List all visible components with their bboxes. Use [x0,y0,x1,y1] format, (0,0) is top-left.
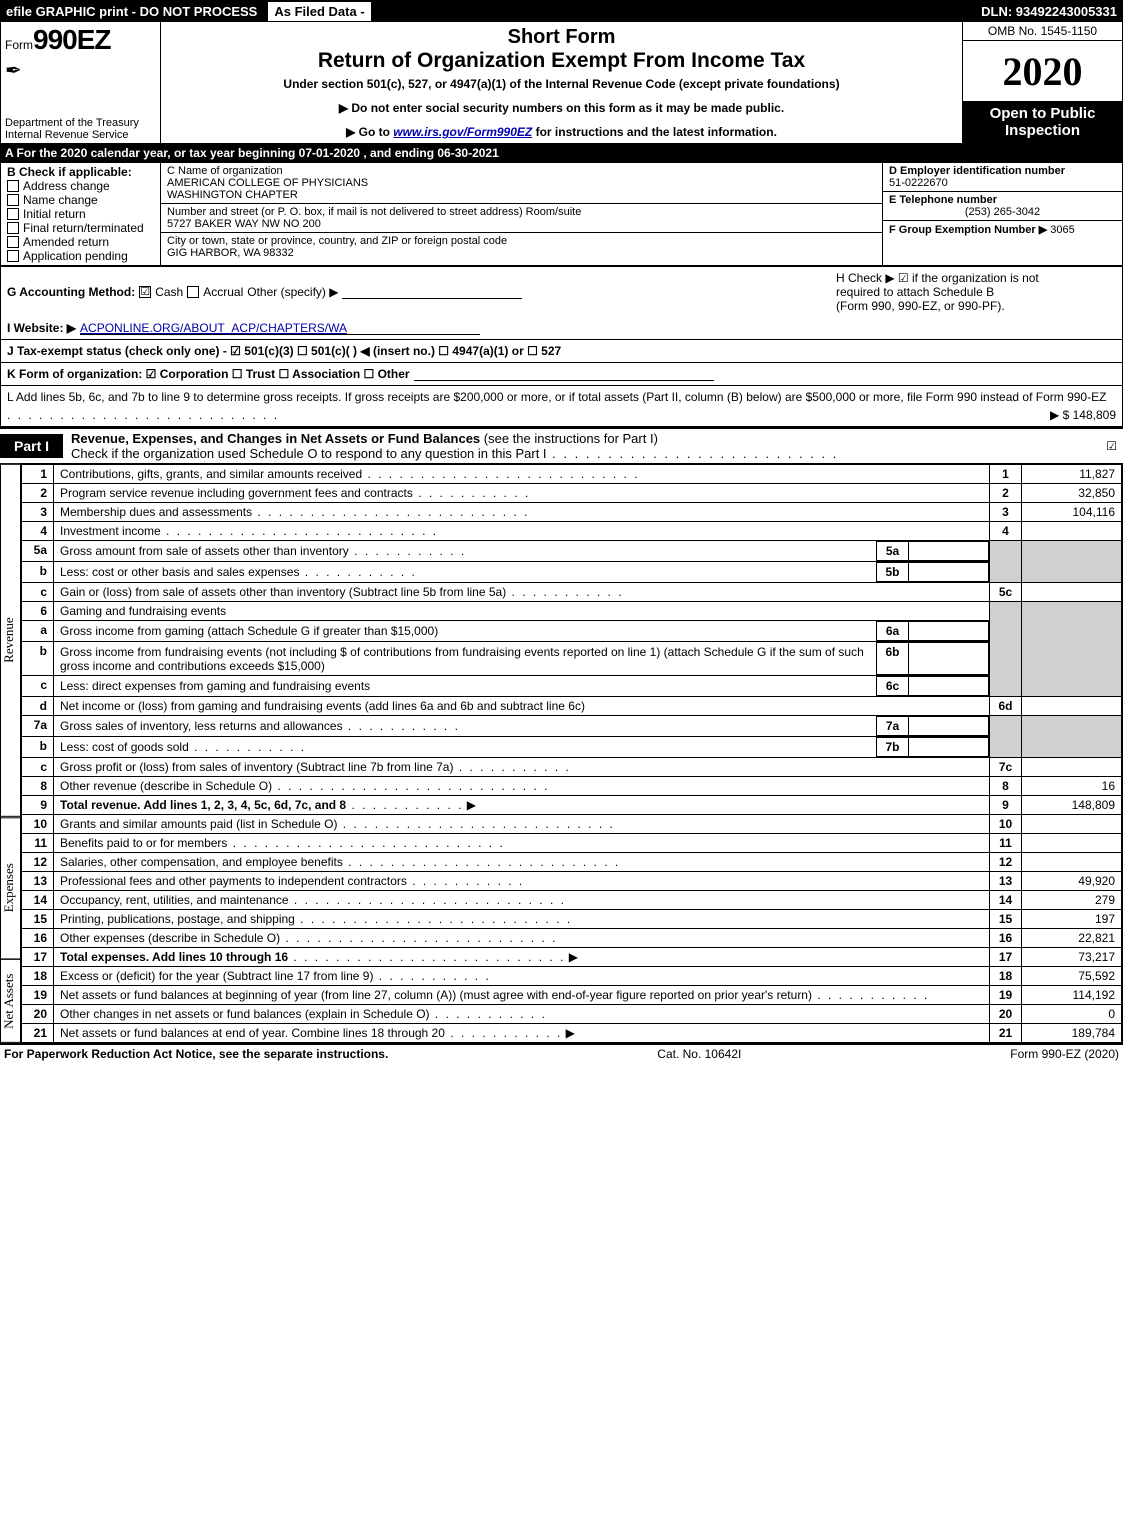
table-row: 12Salaries, other compensation, and empl… [22,853,1122,872]
revenue-side-label: Revenue [1,464,21,817]
table-row: cLess: direct expenses from gaming and f… [22,676,1122,697]
return-title: Return of Organization Exempt From Incom… [169,49,954,73]
table-row: 5aGross amount from sale of assets other… [22,541,1122,562]
table-row: cGross profit or (loss) from sales of in… [22,758,1122,777]
table-row: 9Total revenue. Add lines 1, 2, 3, 4, 5c… [22,796,1122,815]
as-filed-label: As Filed Data - [267,1,371,22]
part1-label: Part I [0,434,63,458]
part1-header: Part I Revenue, Expenses, and Changes in… [0,427,1123,464]
table-row: 1Contributions, gifts, grants, and simil… [22,465,1122,484]
header-center: Short Form Return of Organization Exempt… [161,22,962,143]
form-version: Form 990-EZ (2020) [1010,1047,1119,1061]
checkbox-icon[interactable] [7,250,19,262]
table-row: 21Net assets or fund balances at end of … [22,1024,1122,1043]
section-c: C Name of organization AMERICAN COLLEGE … [161,163,882,265]
table-row: 13Professional fees and other payments t… [22,872,1122,891]
checkbox-accrual-icon[interactable] [187,286,199,298]
website-link[interactable]: ACPONLINE.ORG/ABOUT_ACP/CHAPTERS/WA [80,321,480,335]
gh-section: G Accounting Method: ☑Cash Accrual Other… [0,266,1123,363]
dln-label: DLN: 93492243005331 [975,4,1123,19]
line-k: K Form of organization: ☑ Corporation ☐ … [0,363,1123,386]
part1-title: Revenue, Expenses, and Changes in Net As… [63,429,846,463]
section-d: D Employer identification number 51-0222… [882,163,1122,265]
line-l: L Add lines 5b, 6c, and 7b to line 9 to … [0,386,1123,427]
table-row: bGross income from fundraising events (n… [22,642,1122,676]
treasury-seal-icon: ✒ [1,58,160,83]
form-number: Form 990EZ [1,22,160,58]
checkbox-icon[interactable] [7,208,19,220]
table-row: 15Printing, publications, postage, and s… [22,910,1122,929]
header-right: OMB No. 1545-1150 2020 Open to Public In… [962,22,1122,143]
table-row: 20Other changes in net assets or fund ba… [22,1005,1122,1024]
line-a: A For the 2020 calendar year, or tax yea… [0,144,1123,163]
tax-year: 2020 [963,41,1122,101]
department-label: Department of the Treasury Internal Reve… [1,115,160,143]
section-b: B Check if applicable: Address change Na… [1,163,161,265]
open-public-badge: Open to Public Inspection [963,101,1122,143]
table-row: 2Program service revenue including gover… [22,484,1122,503]
part1-body: Revenue Expenses Net Assets 1Contributio… [0,464,1123,1043]
table-row: aGross income from gaming (attach Schedu… [22,621,1122,642]
table-row: bLess: cost of goods sold7b [22,737,1122,758]
expenses-side-label: Expenses [1,817,21,959]
directive-goto: ▶ Go to www.irs.gov/Form990EZ for instru… [169,125,954,139]
netassets-side-label: Net Assets [1,959,21,1043]
checkbox-icon[interactable] [7,236,19,248]
schedule-o-check: ☑ [1106,439,1123,453]
directive-ssn: ▶ Do not enter social security numbers o… [169,101,954,115]
efile-topbar: efile GRAPHIC print - DO NOT PROCESS As … [0,0,1123,22]
table-row: 7aGross sales of inventory, less returns… [22,716,1122,737]
page-footer: For Paperwork Reduction Act Notice, see … [0,1043,1123,1063]
bcd-section: B Check if applicable: Address change Na… [0,163,1123,266]
table-row: 16Other expenses (describe in Schedule O… [22,929,1122,948]
paperwork-notice: For Paperwork Reduction Act Notice, see … [4,1047,388,1061]
lines-table: 1Contributions, gifts, grants, and simil… [21,464,1122,1043]
line-j: J Tax-exempt status (check only one) - ☑… [7,344,561,358]
org-other-field[interactable] [414,367,714,381]
table-row: cGain or (loss) from sale of assets othe… [22,583,1122,602]
table-row: 6Gaming and fundraising events [22,602,1122,621]
table-row: 19Net assets or fund balances at beginni… [22,986,1122,1005]
table-row: 14Occupancy, rent, utilities, and mainte… [22,891,1122,910]
table-row: 4Investment income4 [22,522,1122,541]
checkbox-icon[interactable] [7,222,19,234]
other-specify-field[interactable] [342,285,522,299]
header-left: Form 990EZ ✒ Department of the Treasury … [1,22,161,143]
form-990ez: 990EZ [33,24,111,56]
cat-number: Cat. No. 10642I [657,1047,741,1061]
table-row: dNet income or (loss) from gaming and fu… [22,697,1122,716]
checkbox-cash-icon[interactable]: ☑ [139,286,151,298]
under-section: Under section 501(c), 527, or 4947(a)(1)… [169,77,954,91]
table-row: 17Total expenses. Add lines 10 through 1… [22,948,1122,967]
table-row: 8Other revenue (describe in Schedule O)8… [22,777,1122,796]
short-form-title: Short Form [169,26,954,49]
checkbox-icon[interactable] [7,180,19,192]
section-h: H Check ▶ ☑ if the organization is not r… [836,271,1116,313]
efile-graphic-label: efile GRAPHIC print - DO NOT PROCESS [0,4,263,19]
irs-link[interactable]: www.irs.gov/Form990EZ [393,125,532,139]
form-word: Form [5,38,33,52]
table-row: 10Grants and similar amounts paid (list … [22,815,1122,834]
checkbox-icon[interactable] [7,194,19,206]
table-row: 11Benefits paid to or for members11 [22,834,1122,853]
form-header: Form 990EZ ✒ Department of the Treasury … [0,22,1123,144]
table-row: bLess: cost or other basis and sales exp… [22,562,1122,583]
table-row: 18Excess or (deficit) for the year (Subt… [22,967,1122,986]
table-row: 3Membership dues and assessments3104,116 [22,503,1122,522]
omb-number: OMB No. 1545-1150 [963,22,1122,41]
